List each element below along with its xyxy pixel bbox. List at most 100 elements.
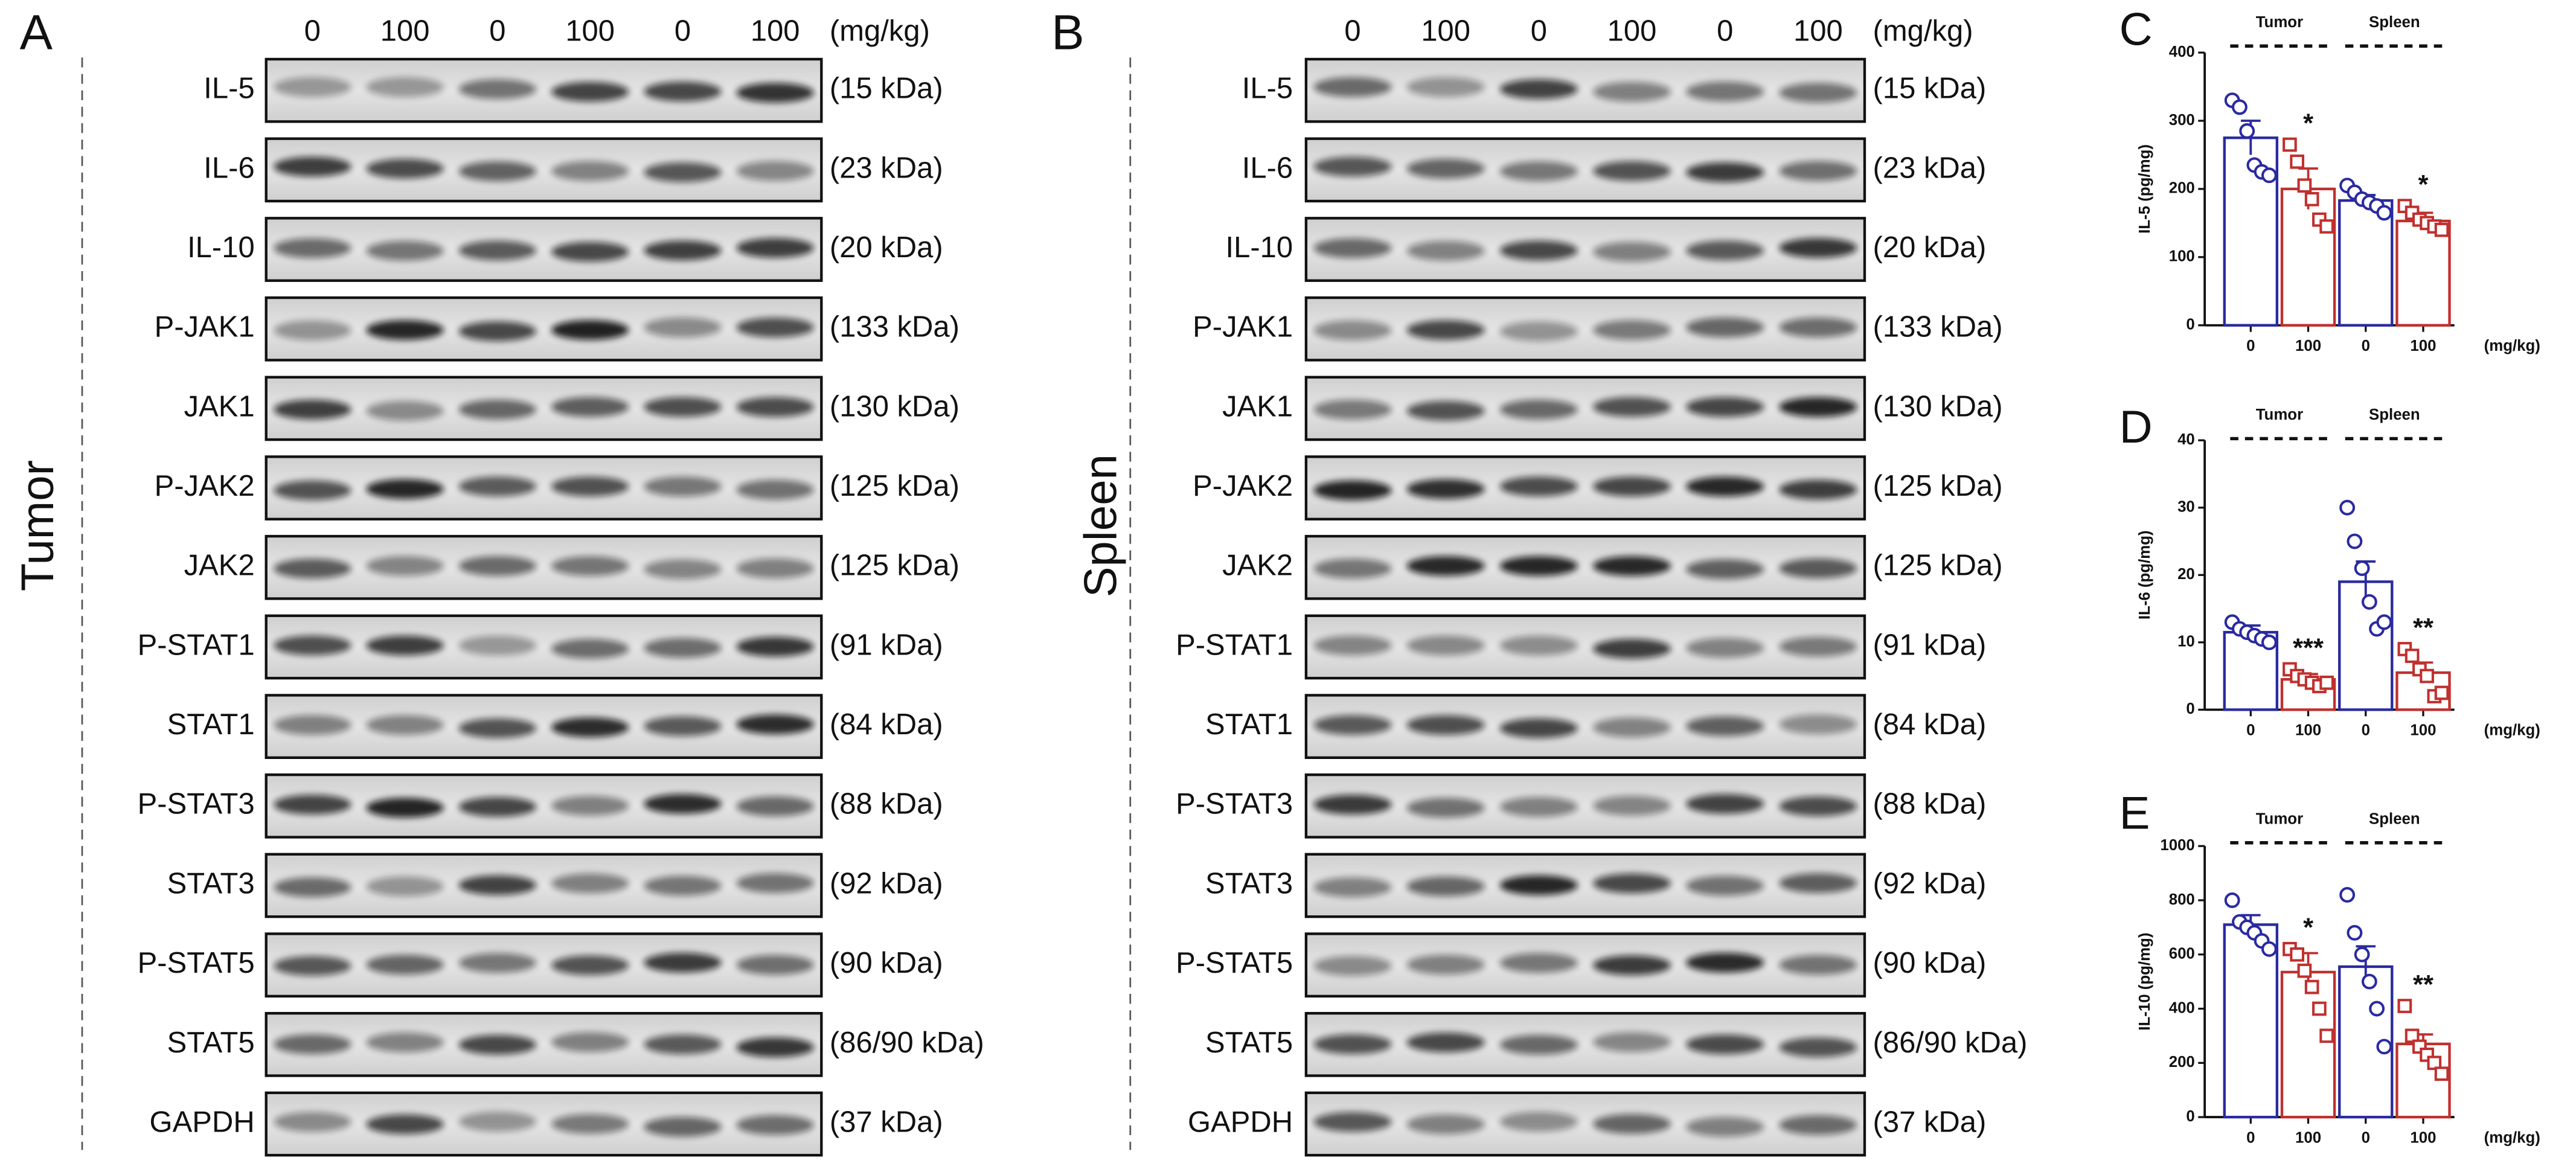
band bbox=[1592, 476, 1671, 497]
band bbox=[1592, 638, 1671, 659]
significance: ** bbox=[2413, 970, 2433, 999]
band bbox=[736, 955, 815, 975]
panel-label: D bbox=[2119, 402, 2153, 453]
band bbox=[1313, 877, 1392, 897]
blot-strip bbox=[264, 57, 823, 123]
band bbox=[1406, 556, 1485, 576]
size-label: (130 kDa) bbox=[830, 390, 960, 423]
band bbox=[366, 320, 444, 340]
band bbox=[1499, 635, 1578, 656]
band bbox=[1685, 1116, 1764, 1137]
blot-frame bbox=[264, 137, 823, 203]
x-axis-unit: (mg/kg) bbox=[2484, 338, 2540, 354]
band bbox=[736, 1115, 815, 1135]
x-tick-label: 0 bbox=[2362, 1129, 2370, 1146]
significance: ** bbox=[2413, 613, 2433, 642]
band bbox=[458, 718, 537, 738]
size-label: (90 kDa) bbox=[830, 947, 943, 979]
protein-label: JAK2 bbox=[1222, 549, 1293, 582]
band bbox=[736, 83, 815, 103]
protein-label: IL-5 bbox=[1242, 72, 1293, 105]
band bbox=[644, 317, 722, 338]
band bbox=[274, 320, 351, 341]
band bbox=[1406, 240, 1485, 261]
data-point bbox=[2297, 178, 2312, 193]
data-point bbox=[2304, 192, 2319, 207]
band bbox=[1685, 476, 1764, 497]
size-label: (15 kDa) bbox=[1873, 72, 1987, 105]
band bbox=[1313, 635, 1392, 656]
band bbox=[1313, 238, 1392, 258]
data-point bbox=[2347, 533, 2363, 549]
protein-label: P-STAT5 bbox=[138, 947, 255, 979]
band bbox=[644, 1034, 722, 1055]
band bbox=[274, 956, 351, 976]
data-point bbox=[2232, 99, 2248, 115]
protein-label: JAK1 bbox=[184, 390, 255, 423]
dose-label: 100 bbox=[751, 14, 800, 47]
band bbox=[1779, 558, 1857, 578]
blot-background bbox=[1306, 775, 1865, 837]
protein-label: STAT3 bbox=[167, 867, 255, 900]
size-label: (15 kDa) bbox=[830, 72, 943, 105]
band bbox=[644, 952, 722, 973]
band bbox=[274, 795, 351, 815]
x-tick-label: 100 bbox=[2295, 1129, 2321, 1146]
protein-label: IL-10 bbox=[187, 231, 255, 264]
band bbox=[458, 476, 537, 496]
band bbox=[644, 876, 722, 896]
protein-label: IL-6 bbox=[1242, 152, 1293, 184]
band bbox=[644, 162, 722, 182]
data-point bbox=[2376, 614, 2392, 630]
blot-frame bbox=[264, 217, 823, 282]
y-tick-label: 400 bbox=[2169, 999, 2195, 1016]
band bbox=[1499, 875, 1578, 895]
protein-label: GAPDH bbox=[150, 1106, 255, 1138]
protein-label: IL-6 bbox=[203, 152, 254, 184]
protein-label: IL-5 bbox=[203, 72, 254, 105]
blot-frame bbox=[264, 1091, 823, 1157]
band bbox=[736, 397, 815, 417]
band bbox=[1313, 956, 1392, 976]
dose-label: 0 bbox=[489, 14, 505, 47]
size-label: (125 kDa) bbox=[1873, 549, 2003, 582]
blot-background bbox=[1306, 615, 1865, 679]
band bbox=[1313, 559, 1392, 578]
size-label: (91 kDa) bbox=[1873, 629, 1987, 661]
blot-frame bbox=[1304, 57, 1866, 123]
band bbox=[1406, 158, 1485, 179]
data-point bbox=[2319, 675, 2334, 690]
data-point bbox=[2339, 499, 2356, 516]
size-label: (92 kDa) bbox=[830, 867, 943, 900]
protein-label: P-STAT1 bbox=[1176, 629, 1293, 661]
x-axis-unit: (mg/kg) bbox=[2484, 722, 2540, 739]
data-point bbox=[2369, 1001, 2385, 1017]
band bbox=[1406, 400, 1485, 421]
band bbox=[1499, 399, 1578, 420]
band bbox=[1313, 399, 1392, 420]
blot-strip bbox=[264, 853, 823, 918]
band bbox=[1592, 242, 1671, 262]
blot-frame bbox=[264, 853, 823, 918]
band bbox=[1406, 1114, 1485, 1135]
y-tick-label: 0 bbox=[2186, 700, 2194, 717]
band bbox=[1685, 397, 1764, 417]
band bbox=[1499, 79, 1578, 99]
band bbox=[1592, 955, 1671, 975]
band bbox=[458, 953, 537, 973]
protein-label: P-STAT5 bbox=[1176, 947, 1293, 979]
blot-strip bbox=[1304, 534, 1866, 600]
band bbox=[366, 240, 444, 261]
band bbox=[736, 238, 815, 258]
band bbox=[551, 955, 629, 975]
band bbox=[736, 1037, 815, 1057]
blot-background bbox=[1306, 536, 1865, 599]
band bbox=[274, 877, 351, 897]
band bbox=[1685, 317, 1764, 338]
blot-frame bbox=[264, 694, 823, 759]
band bbox=[1685, 638, 1764, 658]
band bbox=[458, 240, 537, 261]
blot-strip bbox=[1304, 296, 1866, 362]
blot-frame bbox=[1304, 217, 1866, 282]
band bbox=[1499, 718, 1578, 738]
